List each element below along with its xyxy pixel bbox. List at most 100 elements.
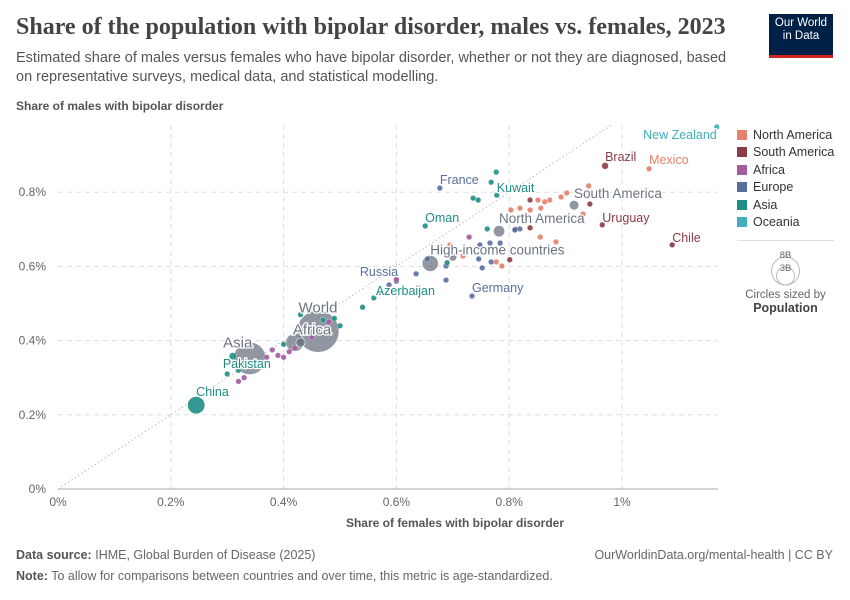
data-point[interactable] bbox=[541, 198, 548, 205]
source-url[interactable]: OurWorldinData.org/mental-health | CC BY bbox=[594, 548, 833, 562]
data-point[interactable] bbox=[493, 169, 500, 176]
data-point[interactable] bbox=[241, 374, 248, 381]
data-point[interactable] bbox=[235, 378, 242, 385]
data-point[interactable] bbox=[535, 197, 541, 203]
data-point[interactable] bbox=[337, 322, 343, 329]
data-point[interactable] bbox=[258, 359, 264, 366]
data-point[interactable] bbox=[308, 333, 315, 340]
data-point-chile[interactable] bbox=[669, 241, 676, 248]
data-point[interactable] bbox=[297, 311, 304, 318]
data-point[interactable] bbox=[475, 197, 482, 203]
point-label: Africa bbox=[293, 321, 332, 338]
data-point[interactable] bbox=[291, 345, 298, 351]
owid-logo[interactable]: Our World in Data bbox=[769, 14, 833, 58]
data-point[interactable] bbox=[263, 354, 270, 361]
size-legend-circles: 8B 3B bbox=[771, 250, 800, 286]
data-point-brazil[interactable] bbox=[601, 162, 609, 170]
data-point[interactable] bbox=[475, 256, 482, 262]
y-tick-label: 0% bbox=[29, 482, 47, 496]
data-point-oman[interactable] bbox=[422, 223, 429, 229]
legend-item-europe[interactable]: Europe bbox=[737, 179, 834, 197]
data-point[interactable] bbox=[586, 201, 593, 208]
point-label: Kuwait bbox=[497, 181, 535, 195]
data-point-china[interactable] bbox=[187, 396, 206, 415]
data-point-germany[interactable] bbox=[469, 293, 475, 300]
data-point-high-income-countries[interactable] bbox=[421, 255, 439, 272]
legend-item-south-america[interactable]: South America bbox=[737, 144, 834, 162]
legend-item-oceania[interactable]: Oceania bbox=[737, 214, 834, 232]
data-point[interactable] bbox=[497, 240, 504, 246]
data-point[interactable] bbox=[252, 363, 259, 370]
data-point[interactable] bbox=[537, 205, 544, 212]
data-point-south-america[interactable] bbox=[568, 200, 580, 211]
data-point[interactable] bbox=[269, 346, 276, 353]
data-point[interactable] bbox=[280, 354, 287, 361]
data-point[interactable] bbox=[447, 241, 453, 248]
data-point[interactable] bbox=[527, 197, 534, 203]
data-point[interactable] bbox=[516, 205, 523, 212]
data-point[interactable] bbox=[295, 337, 306, 348]
data-point[interactable] bbox=[488, 258, 495, 265]
data-point[interactable] bbox=[488, 179, 495, 186]
data-point-north-america[interactable] bbox=[493, 225, 506, 238]
data-point[interactable] bbox=[325, 319, 332, 325]
data-point-mexico[interactable] bbox=[646, 165, 653, 172]
data-point[interactable] bbox=[507, 207, 514, 213]
data-point[interactable] bbox=[448, 252, 458, 262]
data-point[interactable] bbox=[537, 234, 544, 241]
data-point[interactable] bbox=[331, 315, 338, 322]
data-point[interactable] bbox=[280, 341, 287, 348]
data-point-uruguay[interactable] bbox=[599, 221, 606, 228]
data-point[interactable] bbox=[527, 207, 534, 213]
note-label: Note: bbox=[16, 569, 48, 583]
size-label-3b: 3B bbox=[780, 263, 792, 274]
data-point[interactable] bbox=[444, 259, 451, 266]
data-point[interactable] bbox=[376, 289, 383, 296]
legend-item-north-america[interactable]: North America bbox=[737, 126, 834, 144]
data-point[interactable] bbox=[516, 225, 523, 232]
data-point[interactable] bbox=[493, 258, 500, 265]
data-point[interactable] bbox=[460, 253, 466, 259]
legend-item-africa[interactable]: Africa bbox=[737, 161, 834, 179]
data-point[interactable] bbox=[527, 224, 534, 231]
data-point[interactable] bbox=[563, 189, 570, 196]
data-point[interactable] bbox=[484, 225, 491, 232]
data-point[interactable] bbox=[476, 241, 483, 248]
data-point[interactable] bbox=[275, 352, 281, 359]
data-point[interactable] bbox=[511, 227, 518, 233]
data-point[interactable] bbox=[235, 367, 242, 374]
data-point[interactable] bbox=[553, 238, 559, 245]
data-point[interactable] bbox=[558, 194, 565, 200]
data-point[interactable] bbox=[487, 240, 493, 246]
data-point[interactable] bbox=[466, 234, 473, 241]
data-point-france[interactable] bbox=[436, 185, 443, 192]
data-point-azerbaijan[interactable] bbox=[370, 294, 377, 301]
data-point[interactable] bbox=[424, 256, 431, 262]
data-point[interactable] bbox=[506, 256, 513, 263]
data-point[interactable] bbox=[359, 304, 366, 311]
x-tick-label: 0.6% bbox=[383, 495, 411, 509]
data-point[interactable] bbox=[479, 264, 486, 271]
data-point[interactable] bbox=[580, 211, 587, 218]
data-point[interactable] bbox=[224, 371, 231, 377]
data-point[interactable] bbox=[286, 348, 293, 355]
data-point-pakistan[interactable] bbox=[229, 352, 237, 360]
data-point[interactable] bbox=[393, 276, 400, 283]
data-point[interactable] bbox=[443, 277, 449, 284]
data-point[interactable] bbox=[320, 317, 327, 324]
data-point-kuwait[interactable] bbox=[493, 192, 500, 199]
point-label: Oman bbox=[425, 211, 459, 225]
y-axis-label: Share of males with bipolar disorder bbox=[16, 99, 224, 113]
data-point[interactable] bbox=[470, 195, 477, 202]
legend-label: Asia bbox=[753, 197, 778, 212]
data-point[interactable] bbox=[546, 197, 553, 203]
data-point[interactable] bbox=[585, 182, 592, 189]
x-tick-label: 0.2% bbox=[157, 495, 185, 509]
data-point-new-zealand[interactable] bbox=[713, 123, 720, 130]
data-point-russia[interactable] bbox=[386, 282, 393, 288]
legend-item-asia[interactable]: Asia bbox=[737, 196, 834, 214]
point-label: France bbox=[440, 173, 479, 187]
point-label: High-income countries bbox=[430, 242, 565, 257]
data-point[interactable] bbox=[498, 263, 505, 269]
data-point[interactable] bbox=[413, 270, 420, 277]
